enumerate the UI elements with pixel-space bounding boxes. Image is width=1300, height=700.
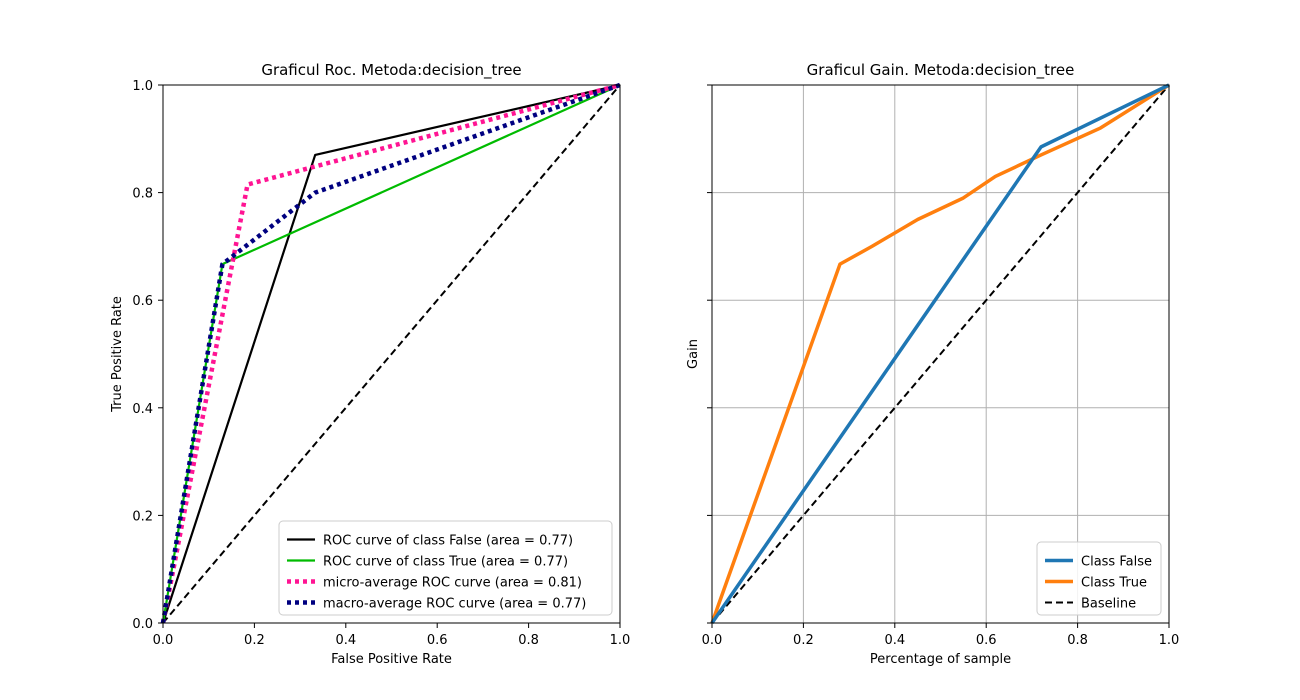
gain-legend: Class False Class True Baseline	[1036, 541, 1162, 616]
roc-y-tick-label: 0.4	[132, 402, 153, 417]
gain-plot-title: Graficul Gain. Metoda:decision_tree	[807, 61, 1075, 80]
roc-x-axis-label: False Positive Rate	[331, 652, 452, 667]
gain-legend-entry: Baseline	[1081, 597, 1136, 612]
gain-series-baseline	[711, 84, 1170, 624]
roc-axes-frame	[162, 84, 621, 624]
roc-legend: ROC curve of class False (area = 0.77) RO…	[278, 520, 613, 616]
gain-x-tick-label: 0.2	[793, 633, 814, 648]
gain-ticks: 0.0 0.2 0.4 0.6 0.8 1.0	[702, 84, 1180, 648]
roc-y-tick-label: 1.0	[132, 79, 153, 94]
gain-series-class-false	[710, 83, 1170, 624]
gain-legend-entry: Class True	[1081, 576, 1147, 591]
gain-x-tick-label: 0.0	[702, 633, 723, 648]
roc-series-roc-curve-of-class-false	[161, 83, 621, 624]
roc-x-tick-label: 0.0	[153, 633, 174, 648]
roc-legend-entry: ROC curve of class False (area = 0.77)	[323, 534, 573, 549]
roc-series-macro-average-roc-curve	[160, 82, 621, 624]
roc-legend-entry: ROC curve of class True (area = 0.77)	[323, 555, 568, 570]
roc-legend-entry: macro-average ROC curve (area = 0.77)	[323, 597, 586, 612]
roc-x-tick-label: 1.0	[610, 633, 631, 648]
roc-y-tick-label: 0.8	[132, 187, 153, 202]
roc-y-tick-label: 0.0	[132, 617, 153, 632]
roc-legend-entry: micro-average ROC curve (area = 0.81)	[323, 576, 582, 591]
gain-x-tick-label: 1.0	[1159, 633, 1180, 648]
gain-legend-entry: Class False	[1081, 555, 1152, 570]
roc-y-tick-label: 0.6	[132, 294, 153, 309]
roc-plot: Graficul Roc. Metoda:decision_tree 0.00.…	[110, 61, 630, 667]
roc-x-tick-label: 0.4	[335, 633, 356, 648]
gain-x-tick-label: 0.4	[884, 633, 905, 648]
roc-y-tick-label: 0.2	[132, 509, 153, 524]
roc-plot-title: Graficul Roc. Metoda:decision_tree	[261, 61, 521, 80]
gain-x-tick-label: 0.8	[1067, 633, 1088, 648]
gain-plot: Graficul Gain. Metoda:decision_tree 0.0 0…	[686, 61, 1179, 667]
roc-ticks: 0.00.0 0.2 0.2 0.4 0.4 0.6 0.6 0.8 0.8 1.0 1.0	[132, 79, 630, 648]
gain-axes-frame	[711, 84, 1170, 624]
roc-x-tick-label: 0.6	[427, 633, 448, 648]
roc-x-tick-label: 0.2	[244, 633, 265, 648]
roc-y-axis-label: True Positive Rate	[110, 296, 125, 413]
gain-x-tick-label: 0.6	[976, 633, 997, 648]
gain-y-axis-label: Gain	[686, 339, 701, 369]
gain-series-class-true	[710, 83, 1170, 624]
roc-legend-box	[278, 520, 613, 616]
roc-diagonal-line	[162, 84, 621, 624]
gain-lines	[710, 83, 1170, 624]
gain-x-axis-label: Percentage of sample	[870, 652, 1011, 667]
roc-lines	[160, 82, 621, 624]
roc-x-tick-label: 0.8	[518, 633, 539, 648]
